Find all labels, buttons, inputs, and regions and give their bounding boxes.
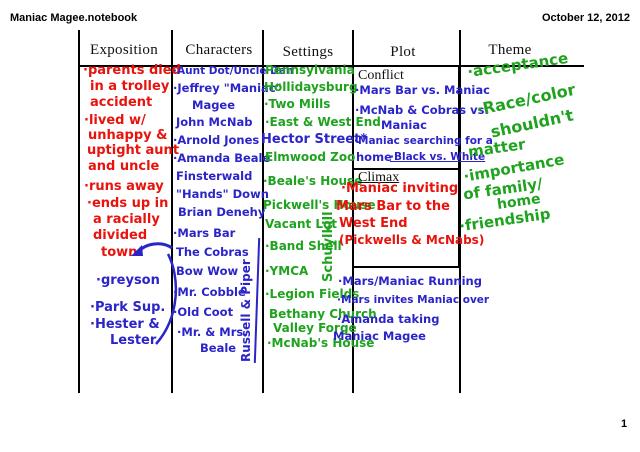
conflict-item: ·Maniac searching for a <box>354 135 493 147</box>
exposition-note: a racially <box>93 212 160 227</box>
plot-item: ·Mars/Maniac Running <box>338 274 482 288</box>
column-divider-1 <box>171 30 173 393</box>
exposition-note-blue: ·Park Sup. <box>90 300 166 315</box>
column-header-plot: Plot <box>390 44 416 60</box>
setting-item: Hollidaysburg <box>264 80 358 94</box>
table-left-border <box>78 30 80 393</box>
header-underline <box>78 65 584 67</box>
column-header-exposition: Exposition <box>89 42 159 58</box>
column-divider-4 <box>459 30 461 393</box>
character-item: ·Mr. & Mrs. <box>177 325 248 339</box>
exposition-note-blue: Lester <box>110 333 157 348</box>
setting-item: ·McNab's House <box>267 336 375 350</box>
exposition-note: unhappy & <box>88 128 168 143</box>
character-item: The Cobras <box>176 245 249 259</box>
theme-item: ·friendship <box>458 204 552 236</box>
setting-item: ·Two Mills <box>264 97 331 111</box>
column-divider-2 <box>262 30 264 393</box>
climax-item: Mars Bar to the <box>336 199 450 214</box>
climax-label: Climax <box>358 170 400 185</box>
theme-item: ·acceptance <box>466 49 570 81</box>
climax-item: West End <box>339 216 408 231</box>
exposition-note-blue: ·Hester & <box>90 317 160 332</box>
conflict-item: Maniac <box>381 118 427 132</box>
setting-item: Pennsylvania <box>265 63 355 77</box>
character-item: ·Amanda Beale <box>173 151 271 165</box>
climax-box <box>352 168 460 268</box>
column-header-settings: Settings <box>282 44 334 60</box>
curly-brace-stroke <box>155 253 178 345</box>
column-header-characters: Characters <box>185 42 253 58</box>
conflict-item: ·McNab & Cobras vs. <box>355 103 489 117</box>
setting-item: ·Band Shell <box>265 239 342 253</box>
column-header-theme: Theme <box>488 42 532 58</box>
setting-item-blue: Hector Street* <box>261 132 368 147</box>
exposition-note: ·parents died <box>83 63 181 78</box>
page-date: October 12, 2012 <box>541 12 630 24</box>
climax-item: (Pickwells & McNabs) <box>339 233 485 247</box>
conflict-item: ·Mars Bar vs. Maniac <box>355 83 490 97</box>
character-item: Bow Wow <box>176 264 239 278</box>
exposition-note: in a trolley <box>90 79 170 94</box>
exposition-note: divided <box>93 228 148 243</box>
plot-item: ·Amanda taking <box>337 312 440 326</box>
plot-item: ·Mars invites Maniac over <box>337 294 490 306</box>
plot-item: Maniac Magee <box>333 329 426 343</box>
character-item: "Hands" Down <box>176 187 269 201</box>
exposition-note: town <box>101 245 138 260</box>
exposition-note: ·ends up in <box>87 196 169 211</box>
setting-item: ·YMCA <box>265 264 309 278</box>
exposition-note: ·lived w/ <box>84 113 146 128</box>
setting-item: Valley Forge <box>273 321 357 335</box>
setting-item: ·Legion Fields <box>265 287 360 301</box>
character-item: Magee <box>192 98 236 112</box>
setting-item: Pickwell's House <box>263 198 376 212</box>
exposition-note: uptight aunt <box>87 143 180 158</box>
character-item: John McNab <box>176 115 253 129</box>
character-item-vertical: Russell & Piper <box>239 259 253 362</box>
exposition-note: accident <box>90 95 153 110</box>
setting-item-vertical: Schuylkill <box>321 211 336 282</box>
character-item: ·Jeffrey "Maniac" <box>173 81 282 95</box>
character-item: ·Arnold Jones <box>173 133 260 147</box>
conflict-item: ·Black vs. White <box>390 151 486 163</box>
character-item: ·Mars Bar <box>173 226 236 240</box>
character-item: Beale <box>200 341 237 355</box>
conflict-label: Conflict <box>358 68 404 83</box>
character-item: ·Old Coot <box>173 305 234 319</box>
conflict-item: home <box>356 150 392 164</box>
setting-item: Bethany Church <box>269 307 377 321</box>
exposition-note: ·runs away <box>84 179 164 194</box>
character-item: Brian Denehy <box>178 205 266 219</box>
setting-item: ·East & West End <box>265 115 381 129</box>
climax-item: ·Maniac inviting <box>341 181 459 196</box>
setting-item: ·Beale's House <box>263 174 363 188</box>
character-item: ·Mr. Cobble <box>173 285 246 299</box>
exposition-note-blue: ·greyson <box>96 273 160 288</box>
setting-item: Elmwood Zoo <box>265 150 356 164</box>
setting-item: Vacant Lot <box>265 217 338 231</box>
exposition-note: and uncle <box>88 159 160 174</box>
arrow-left-icon <box>131 242 173 256</box>
page-number: 1 <box>621 418 628 430</box>
character-item: Finsterwald <box>176 169 253 183</box>
character-item: ·Aunt Dot/Uncle Dan <box>173 65 294 77</box>
vertical-pen-stroke <box>253 238 261 363</box>
file-name: Maniac Magee.notebook <box>10 12 138 24</box>
